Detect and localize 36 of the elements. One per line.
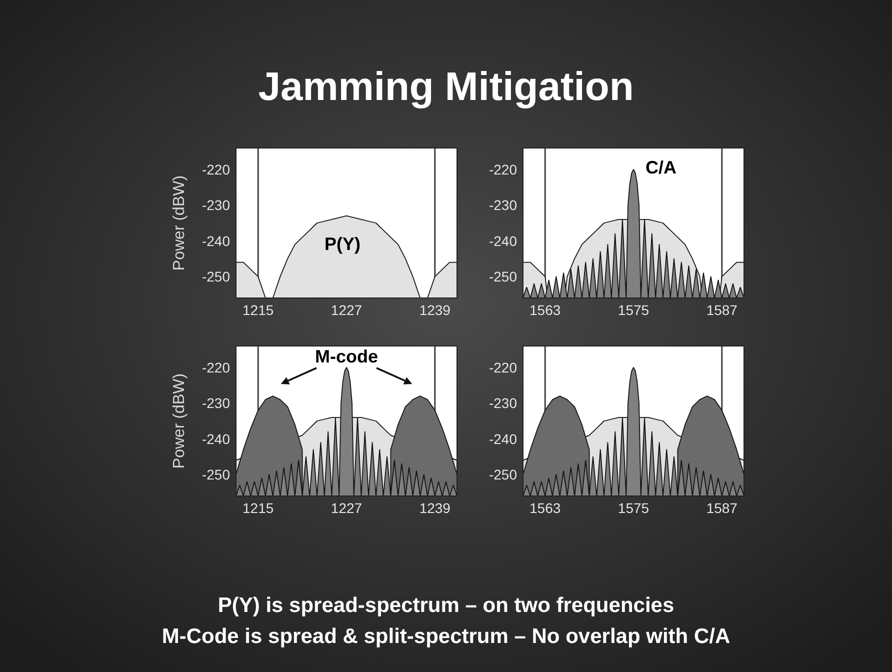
y-tick-label: -220: [488, 359, 518, 376]
annotation: P(Y): [324, 234, 361, 254]
y-tick-label: -250: [202, 268, 230, 284]
y-tick-label: -220: [202, 161, 230, 178]
x-tick-label: 1215: [242, 302, 274, 318]
x-tick-label: 1587: [706, 500, 738, 516]
y-tick-label: -230: [488, 197, 518, 214]
y-tick-label: -250: [488, 466, 518, 482]
y-tick-label: -240: [488, 430, 518, 447]
x-tick-label: 1215: [242, 500, 274, 516]
y-axis-title: Power (dBW): [171, 373, 188, 469]
x-tick-label: 1563: [530, 500, 561, 516]
y-tick-label: -240: [488, 232, 518, 249]
x-tick-label: 1587: [706, 302, 738, 318]
annotation: C/A: [646, 158, 676, 178]
x-tick-label: 1227: [330, 302, 362, 318]
x-tick-label: 1239: [419, 500, 451, 516]
y-tick-label: -220: [202, 359, 230, 376]
y-tick-label: -250: [488, 268, 518, 284]
y-tick-label: -240: [202, 232, 230, 249]
text: P(Y) is spread-spectrum – on two frequencies: [218, 594, 674, 617]
y-tick-label: -230: [202, 197, 230, 214]
x-tick-label: 1239: [419, 302, 451, 318]
annotation: M-code: [315, 346, 378, 366]
y-tick-label: -220: [488, 161, 518, 178]
x-tick-label: 1227: [330, 500, 362, 516]
x-tick-label: 1575: [618, 500, 650, 516]
text: Jamming Mitigation: [258, 65, 634, 109]
y-tick-label: -240: [202, 430, 230, 447]
text: M-Code is spread & split-spectrum – No overlap with C/A: [162, 625, 730, 648]
y-tick-label: -230: [488, 395, 518, 412]
x-tick-label: 1575: [618, 302, 650, 318]
x-tick-label: 1563: [530, 302, 561, 318]
y-tick-label: -250: [202, 466, 230, 482]
y-tick-label: -230: [202, 395, 230, 412]
y-axis-title: Power (dBW): [171, 175, 188, 271]
